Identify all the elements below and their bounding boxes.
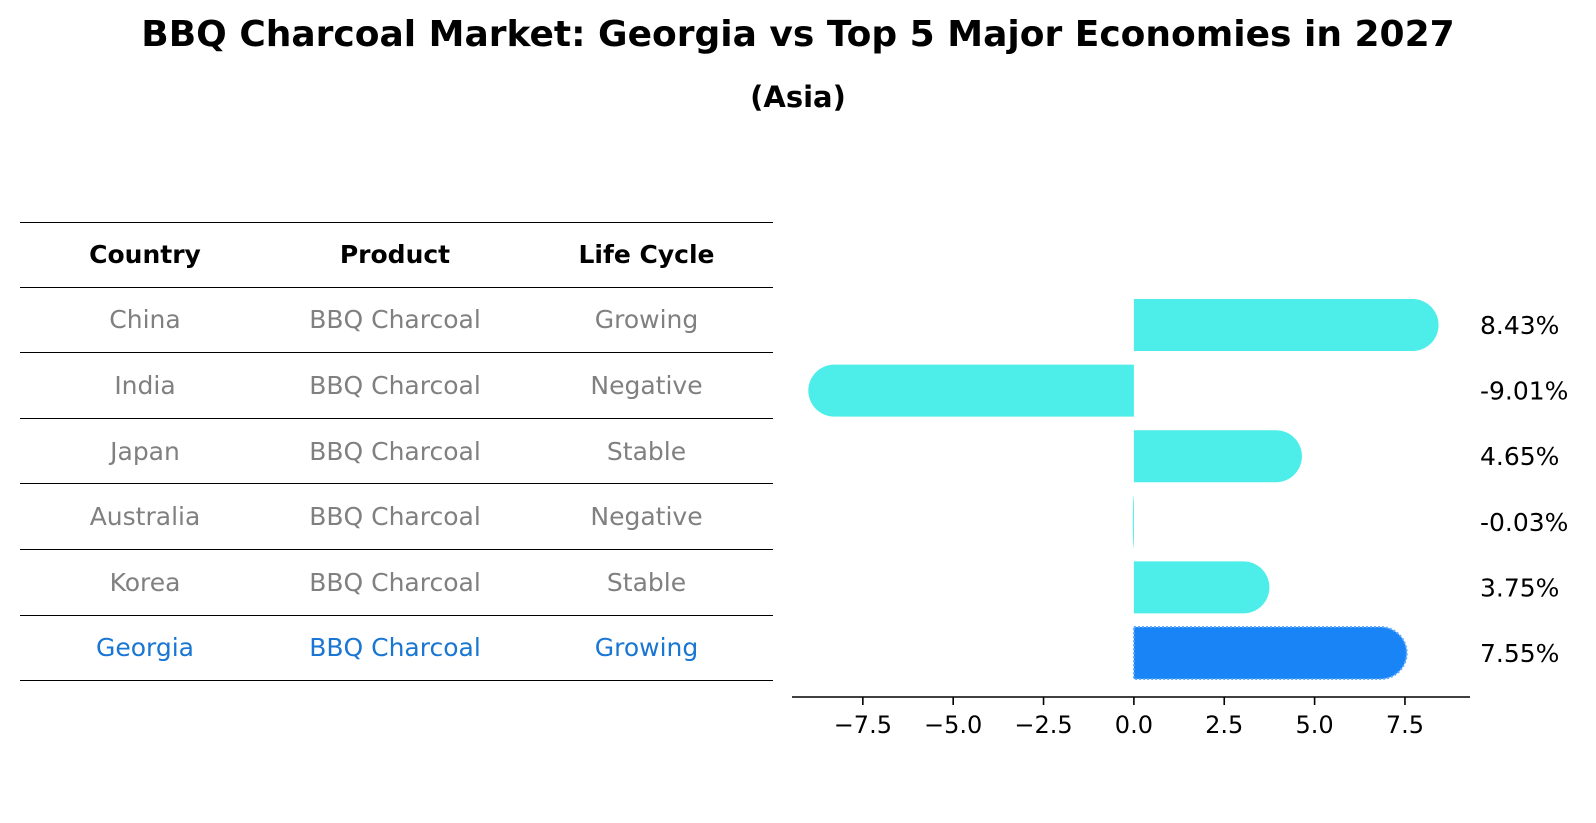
cell-country: Japan — [110, 436, 180, 466]
bar-value-label: 7.55% — [1480, 639, 1559, 668]
bar-australia — [1132, 495, 1134, 548]
cell-product: BBQ Charcoal — [309, 370, 481, 400]
table-row: India BBQ Charcoal Negative — [20, 353, 773, 419]
cell-product: BBQ Charcoal — [309, 633, 481, 663]
bar-value-label: 8.43% — [1480, 311, 1559, 340]
cell-country: China — [109, 305, 181, 335]
header-country: Country — [89, 240, 201, 270]
cell-life-cycle: Growing — [594, 633, 699, 663]
cell-country: Australia — [89, 502, 201, 532]
bar-india — [808, 364, 1134, 417]
table-row: Japan BBQ Charcoal Stable — [20, 419, 773, 485]
cell-country: India — [114, 370, 176, 400]
chart-title: BBQ Charcoal Market: Georgia vs Top 5 Ma… — [141, 14, 1455, 55]
x-tick-label: 2.5 — [1205, 711, 1243, 739]
bar-china — [1133, 299, 1439, 351]
cell-product: BBQ Charcoal — [309, 502, 481, 532]
x-tick-label: 0.0 — [1115, 711, 1153, 739]
x-tick-label: −5.0 — [924, 711, 982, 739]
cell-product: BBQ Charcoal — [309, 305, 481, 335]
bar-value-label: 4.65% — [1480, 442, 1559, 471]
x-tick-label: 7.5 — [1386, 711, 1424, 739]
cell-product: BBQ Charcoal — [309, 567, 481, 597]
cell-life-cycle: Stable — [606, 436, 687, 466]
cell-country: Korea — [109, 567, 181, 597]
table-row-highlight: Georgia BBQ Charcoal Growing — [20, 616, 773, 682]
x-tick-label: 5.0 — [1296, 711, 1334, 739]
x-tick-label: −2.5 — [1014, 711, 1072, 739]
bar-value-label: 3.75% — [1480, 573, 1559, 602]
cell-life-cycle: Growing — [594, 305, 699, 335]
cell-life-cycle: Stable — [606, 567, 687, 597]
table-row: China BBQ Charcoal Growing — [20, 288, 773, 354]
cell-product: BBQ Charcoal — [309, 436, 481, 466]
table-row: Korea BBQ Charcoal Stable — [20, 550, 773, 616]
table-header-row: Country Product Life Cycle — [20, 222, 773, 288]
cell-country: Georgia — [95, 633, 195, 663]
cell-life-cycle: Negative — [590, 370, 703, 400]
header-product: Product — [339, 240, 451, 270]
table-row: Australia BBQ Charcoal Negative — [20, 484, 773, 550]
chart-subtitle: (Asia) — [750, 80, 846, 114]
bar-highlight-outline — [1132, 626, 1408, 680]
bar-georgia — [1133, 627, 1407, 679]
bar-korea — [1133, 561, 1270, 614]
bar-japan — [1133, 430, 1302, 483]
x-tick-label: −7.5 — [834, 711, 892, 739]
bar-value-label: -0.03% — [1480, 508, 1568, 537]
bar-value-label: -9.01% — [1480, 377, 1568, 406]
cell-life-cycle: Negative — [590, 502, 703, 532]
data-table: Country Product Life Cycle China BBQ Cha… — [20, 222, 773, 682]
header-life-cycle: Life Cycle — [578, 240, 715, 270]
